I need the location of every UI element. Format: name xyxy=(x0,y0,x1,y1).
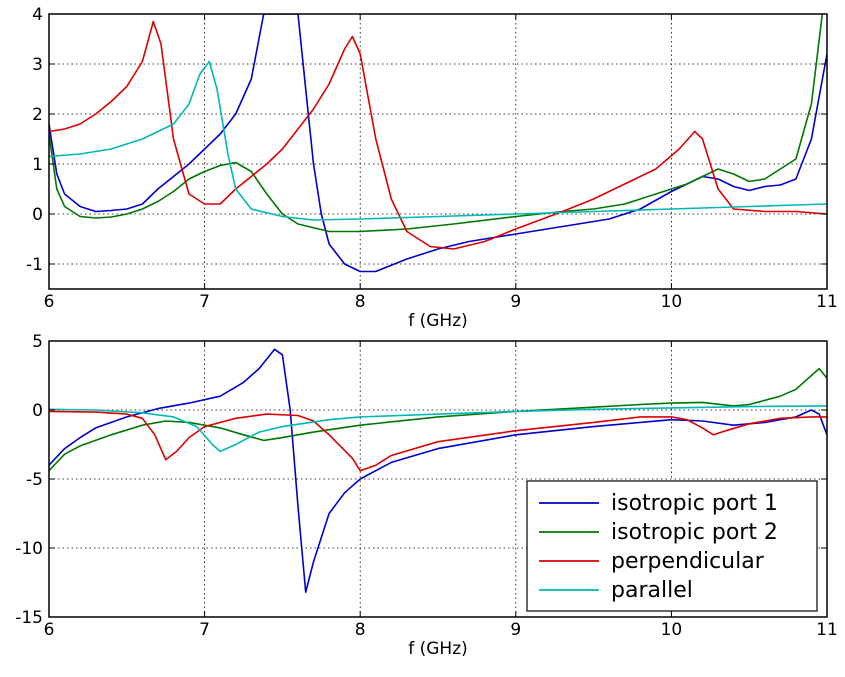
legend-label: parallel xyxy=(611,578,693,603)
plot-frame xyxy=(48,13,828,290)
x-tick-label: 9 xyxy=(510,292,521,312)
y-tick-label: 1 xyxy=(32,155,43,175)
y-tick-label: 2 xyxy=(32,105,43,125)
y-tick-label: 0 xyxy=(32,401,43,421)
y-tick-label: 0 xyxy=(32,205,43,225)
x-tick-label: 9 xyxy=(510,620,521,640)
legend: isotropic port 1 isotropic port 2 perpendi… xyxy=(526,480,818,612)
x-tick-label: 6 xyxy=(44,620,55,640)
y-tick-label: 5 xyxy=(32,332,43,352)
x-tick-label: 10 xyxy=(661,292,683,312)
y-tick-label: -1 xyxy=(26,255,43,275)
x-tick-label: 8 xyxy=(355,292,366,312)
x-tick-label: 10 xyxy=(661,620,683,640)
series-line-2 xyxy=(49,410,827,472)
legend-label: isotropic port 1 xyxy=(611,491,778,516)
series-line-3 xyxy=(49,60,827,221)
y-tick-label: -5 xyxy=(26,470,43,490)
y-tick-label: -15 xyxy=(15,608,43,628)
y-tick-label: 3 xyxy=(32,55,43,75)
series-line-0 xyxy=(49,14,827,273)
series-line-0 xyxy=(49,348,827,593)
series-line-1 xyxy=(49,367,827,472)
legend-label: perpendicular xyxy=(611,549,765,574)
bottom-panel: 6 7 8 9 10 11 5 0 -5 -10 -15 f (GHz) isotropic port … xyxy=(15,332,838,659)
x-tick-label: 8 xyxy=(355,620,366,640)
y-tick-label: 4 xyxy=(32,5,43,25)
x-tick-label: 7 xyxy=(199,620,210,640)
x-tick-label: 11 xyxy=(816,620,838,640)
series-line-2 xyxy=(49,20,827,250)
x-axis-label: f (GHz) xyxy=(408,311,468,331)
gridlines xyxy=(49,14,827,289)
series-line-1 xyxy=(49,14,824,233)
x-tick-label: 11 xyxy=(816,292,838,312)
x-axis-label: f (GHz) xyxy=(408,639,468,659)
x-tick-label: 6 xyxy=(44,292,55,312)
legend-label: isotropic port 2 xyxy=(611,520,778,545)
x-tick-label: 7 xyxy=(199,292,210,312)
series-line-3 xyxy=(49,405,827,453)
y-tick-label: -10 xyxy=(15,539,43,559)
